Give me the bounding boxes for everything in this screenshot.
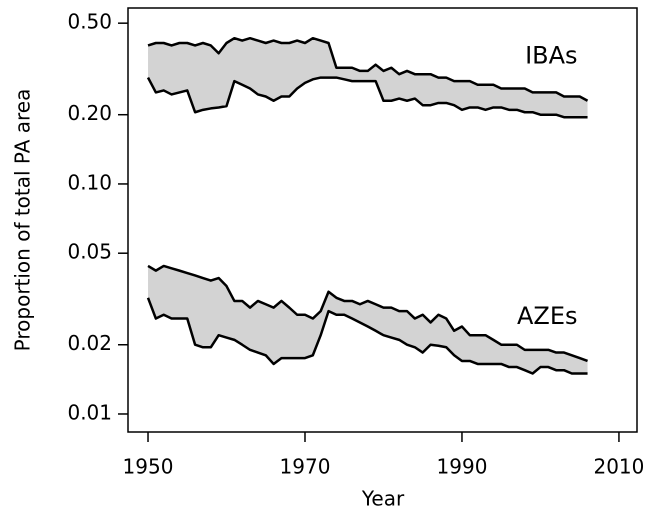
- x-tick-label: 1970: [280, 455, 331, 479]
- y-axis-label: Proportion of total PA area: [11, 89, 35, 352]
- series-label: AZEs: [517, 302, 578, 330]
- y-tick-label: 0.01: [67, 400, 112, 424]
- x-tick-label: 1990: [437, 455, 488, 479]
- y-tick-label: 0.20: [67, 101, 112, 125]
- band-edge: [147, 264, 588, 363]
- y-tick-label: 0.02: [67, 331, 112, 355]
- band-edge: [146, 76, 588, 119]
- band-edge: [146, 297, 588, 375]
- x-axis-label: Year: [361, 487, 405, 511]
- y-tick-label: 0.50: [67, 10, 112, 34]
- band-edge: [147, 36, 589, 102]
- y-tick-label: 0.10: [67, 170, 112, 194]
- series-label: IBAs: [525, 42, 577, 70]
- band-fill: [148, 38, 588, 118]
- x-tick-label: 1950: [123, 455, 174, 479]
- y-tick-label: 0.05: [67, 240, 112, 264]
- band-fill: [148, 265, 588, 374]
- plot-frame: [127, 7, 638, 433]
- x-tick-label: 2010: [593, 455, 644, 479]
